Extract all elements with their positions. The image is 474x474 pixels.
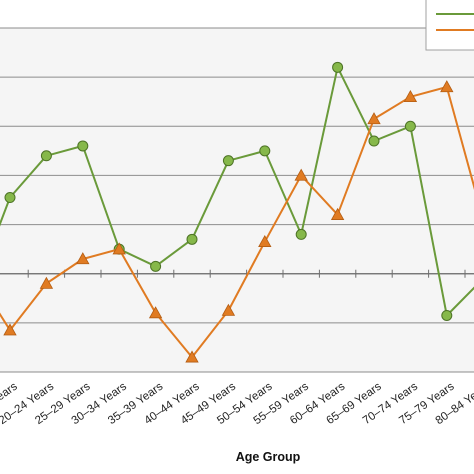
series-line-1 [0,66,474,317]
data-point [39,276,54,289]
data-point [367,112,381,125]
data-point [330,207,345,220]
data-point [295,228,307,240]
plot-background [0,28,474,372]
data-point [403,89,418,102]
legend-box [425,0,474,51]
legend [425,0,474,51]
plot-area [0,28,474,372]
data-point [258,234,272,247]
data-point [294,168,308,181]
data-point [440,80,454,93]
data-point [185,350,199,363]
data-point [148,306,163,319]
data-point [3,323,17,336]
data-point [77,140,89,152]
series-line-2 [0,86,474,359]
data-point [186,233,198,245]
series-2 [0,80,474,363]
data-point [76,252,90,265]
x-axis-title: Age Group [236,450,301,464]
data-point [222,155,234,167]
data-point [40,150,52,162]
data-point [441,309,453,321]
x-axis [0,269,474,278]
data-point [150,260,162,272]
data-point [404,120,416,132]
series-layer [0,61,474,363]
data-point [4,192,16,204]
data-point [221,303,236,316]
data-point [259,145,271,157]
data-point [112,242,126,255]
data-point [332,61,344,73]
data-point [368,135,380,147]
